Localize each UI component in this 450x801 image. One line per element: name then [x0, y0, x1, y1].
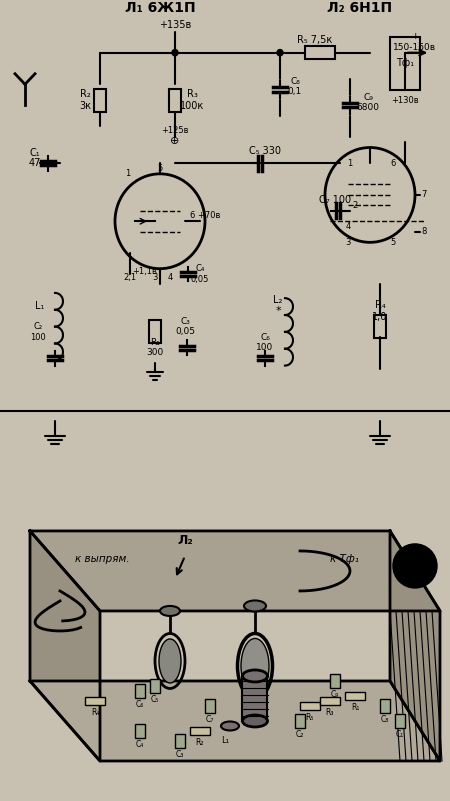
- Bar: [135, 724, 145, 738]
- Text: 6 +70в: 6 +70в: [190, 211, 220, 220]
- Circle shape: [277, 50, 283, 56]
- Text: R₃
100к: R₃ 100к: [180, 89, 204, 111]
- Bar: [300, 702, 320, 710]
- Text: *: *: [275, 306, 281, 316]
- Bar: [149, 320, 161, 344]
- Bar: [175, 734, 185, 748]
- Bar: [295, 714, 305, 728]
- Text: +135в: +135в: [159, 20, 191, 30]
- Text: C₂
100: C₂ 100: [30, 322, 46, 341]
- Text: 2,1: 2,1: [123, 272, 136, 282]
- Text: Л₂ 6Н1П: Л₂ 6Н1П: [328, 2, 392, 15]
- Text: C₃
0,05: C₃ 0,05: [175, 317, 195, 336]
- Text: C₈
0,1: C₈ 0,1: [288, 77, 302, 96]
- Text: C₅: C₅: [151, 695, 159, 704]
- Text: Л₂: Л₂: [177, 534, 193, 547]
- Text: R₅ 7,5к: R₅ 7,5к: [297, 35, 333, 45]
- Text: R₄
1,0: R₄ 1,0: [372, 300, 388, 322]
- Text: R₁
300: R₁ 300: [146, 338, 164, 357]
- Bar: [85, 697, 105, 705]
- Bar: [320, 697, 340, 705]
- Text: R₅: R₅: [306, 714, 314, 723]
- Text: 8: 8: [421, 227, 427, 236]
- Bar: [150, 679, 160, 693]
- Text: +130в: +130в: [391, 95, 419, 105]
- Text: L₂: L₂: [273, 296, 283, 305]
- Text: C₄
0,05: C₄ 0,05: [191, 264, 209, 284]
- Bar: [135, 684, 145, 698]
- Bar: [305, 46, 335, 59]
- Text: ①: ①: [407, 557, 423, 575]
- Bar: [395, 714, 405, 728]
- Text: 2: 2: [352, 201, 358, 210]
- Text: C₇: C₇: [206, 715, 214, 724]
- Text: R₄: R₄: [91, 708, 99, 718]
- Text: C₈: C₈: [381, 715, 389, 724]
- Text: C₉: C₉: [331, 690, 339, 699]
- Text: C₁: C₁: [30, 147, 40, 158]
- Ellipse shape: [243, 670, 267, 682]
- Text: R₁: R₁: [351, 703, 359, 712]
- Text: 47: 47: [29, 159, 41, 168]
- Text: 4: 4: [346, 222, 351, 231]
- Text: C₅ 330: C₅ 330: [249, 146, 281, 155]
- Circle shape: [172, 50, 178, 56]
- Text: C₆: C₆: [136, 701, 144, 710]
- Text: C₆
100: C₆ 100: [256, 332, 274, 352]
- Ellipse shape: [241, 638, 269, 694]
- Text: L₁: L₁: [221, 736, 229, 746]
- Bar: [374, 315, 386, 338]
- Polygon shape: [30, 531, 100, 761]
- Text: C₉
6800: C₉ 6800: [356, 92, 379, 112]
- Text: к Тф₁: к Тф₁: [330, 554, 359, 564]
- Ellipse shape: [160, 606, 180, 616]
- Text: C₄: C₄: [136, 740, 144, 750]
- Bar: [345, 692, 365, 700]
- Bar: [390, 37, 420, 90]
- Ellipse shape: [243, 715, 267, 727]
- Text: 3: 3: [152, 272, 158, 282]
- Text: L₁: L₁: [35, 300, 45, 311]
- Polygon shape: [30, 681, 440, 761]
- Text: ⊕: ⊕: [170, 136, 180, 147]
- Text: Тф₁: Тф₁: [396, 58, 414, 68]
- Text: 7: 7: [421, 191, 427, 199]
- Polygon shape: [30, 531, 440, 611]
- Bar: [94, 88, 106, 111]
- Text: 3: 3: [345, 238, 351, 247]
- Text: R₃: R₃: [326, 708, 334, 718]
- Text: R₂
3к: R₂ 3к: [79, 89, 91, 111]
- Text: +1,1в: +1,1в: [133, 268, 158, 276]
- Bar: [380, 699, 390, 713]
- Text: +
150-160в: + 150-160в: [393, 33, 436, 52]
- Text: R₂: R₂: [196, 739, 204, 747]
- Bar: [169, 88, 181, 111]
- Text: к выпрям.: к выпрям.: [75, 554, 130, 564]
- Bar: [330, 674, 340, 688]
- Bar: [190, 727, 210, 735]
- Text: 1: 1: [126, 169, 130, 179]
- Ellipse shape: [221, 722, 239, 731]
- Bar: [205, 699, 215, 713]
- Ellipse shape: [159, 639, 181, 683]
- Bar: [242, 675, 267, 721]
- Ellipse shape: [244, 601, 266, 611]
- Text: +125в: +125в: [161, 126, 189, 135]
- Text: 5: 5: [158, 164, 162, 173]
- Circle shape: [393, 544, 437, 588]
- Text: 5: 5: [391, 238, 396, 247]
- Text: C₁: C₁: [396, 731, 404, 739]
- Polygon shape: [390, 531, 440, 761]
- Text: 6: 6: [390, 159, 396, 168]
- Text: C₃: C₃: [176, 751, 184, 759]
- Text: Л₁ 6Ж1П: Л₁ 6Ж1П: [125, 2, 195, 15]
- Text: 4: 4: [167, 272, 173, 282]
- Text: 1: 1: [347, 159, 353, 168]
- Text: C₂: C₂: [296, 731, 304, 739]
- Text: C₇ 100: C₇ 100: [319, 195, 351, 205]
